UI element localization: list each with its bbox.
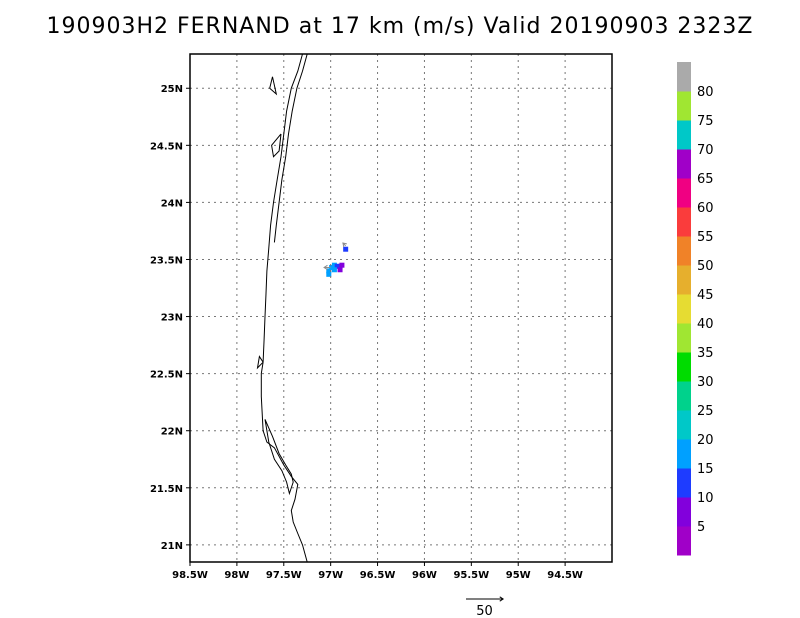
colorbar-label: 50 bbox=[697, 259, 714, 274]
lat-tick-label: 21.5N bbox=[150, 484, 183, 495]
wind-cell bbox=[329, 264, 335, 270]
coastline bbox=[271, 133, 282, 158]
lat-tick-label: 23.5N bbox=[150, 255, 183, 266]
colorbar-segment bbox=[677, 62, 691, 92]
lon-tick-label: 94.5W bbox=[547, 570, 583, 581]
wind-cell bbox=[339, 262, 345, 268]
colorbar-segment bbox=[677, 410, 691, 440]
colorbar-segment bbox=[677, 468, 691, 498]
wind-cells-layer bbox=[326, 246, 349, 277]
colorbar-segment bbox=[677, 294, 691, 324]
lon-tick-label: 97.5W bbox=[266, 570, 302, 581]
colorbar-segment bbox=[677, 91, 691, 121]
lon-tick-label: 95.5W bbox=[453, 570, 489, 581]
colorbar-segment bbox=[677, 323, 691, 353]
lat-tick-label: 22.5N bbox=[150, 370, 183, 381]
wind-cell bbox=[331, 267, 337, 273]
longitude-axis: 98.5W 98W 97.5W 97W 96.5W 96W 95.5W 95W 94.5W bbox=[172, 562, 583, 581]
lat-tick-label: 23N bbox=[161, 313, 183, 324]
colorbar-label: 80 bbox=[697, 85, 714, 100]
vector-key-label: 50 bbox=[476, 604, 493, 618]
colorbar-label: 55 bbox=[697, 230, 714, 245]
colorbar-label: 5 bbox=[697, 520, 705, 535]
wind-vector-head bbox=[323, 264, 328, 271]
wind-cell bbox=[326, 268, 332, 274]
coastline-layer bbox=[256, 54, 308, 562]
wind-cell bbox=[337, 267, 343, 273]
coastline bbox=[264, 419, 294, 496]
colorbar-label: 45 bbox=[697, 288, 714, 303]
colorbar-segment bbox=[677, 149, 691, 179]
lat-tick-label: 25N bbox=[161, 84, 183, 95]
lon-tick-label: 96W bbox=[412, 570, 437, 581]
wind-vectors-layer bbox=[323, 242, 347, 271]
colorbar-label: 70 bbox=[697, 143, 714, 158]
lon-tick-label: 98.5W bbox=[172, 570, 208, 581]
colorbar-segment bbox=[677, 236, 691, 266]
colorbar-label: 65 bbox=[697, 172, 714, 187]
grid-lines-layer bbox=[190, 54, 612, 562]
wind-cell bbox=[334, 263, 340, 269]
colorbar: 5 10 15 20 25 30 35 40 45 50 55 60 65 70 75 80 bbox=[677, 62, 714, 556]
wind-cell bbox=[343, 246, 349, 252]
colorbar-label: 60 bbox=[697, 201, 714, 216]
vector-key: 50 bbox=[466, 596, 505, 618]
wind-cell bbox=[326, 271, 332, 277]
lon-tick-label: 97W bbox=[318, 570, 343, 581]
colorbar-label: 30 bbox=[697, 375, 714, 390]
colorbar-label: 20 bbox=[697, 433, 714, 448]
vector-key-arrow-head bbox=[499, 596, 505, 602]
colorbar-segment bbox=[677, 207, 691, 237]
colorbar-segment bbox=[677, 265, 691, 295]
coastline bbox=[273, 54, 308, 243]
lat-tick-label: 24N bbox=[161, 198, 183, 209]
coastline bbox=[269, 76, 278, 96]
colorbar-segment bbox=[677, 178, 691, 208]
latitude-axis: 21N 21.5N 22N 22.5N 23N 23.5N 24N 24.5N 25N bbox=[150, 84, 190, 552]
colorbar-label: 35 bbox=[697, 346, 714, 361]
colorbar-label: 40 bbox=[697, 317, 714, 332]
wind-vector-head bbox=[342, 242, 347, 248]
colorbar-segment bbox=[677, 497, 691, 527]
colorbar-label: 15 bbox=[697, 462, 714, 477]
lat-tick-label: 22N bbox=[161, 427, 183, 438]
coastline bbox=[260, 54, 308, 562]
colorbar-segment bbox=[677, 352, 691, 382]
colorbar-segment bbox=[677, 526, 691, 556]
coastline bbox=[256, 355, 264, 370]
lat-tick-label: 21N bbox=[161, 541, 183, 552]
lon-tick-label: 98W bbox=[224, 570, 249, 581]
plot-title: 190903H2 FERNAND at 17 km (m/s) Valid 20… bbox=[46, 14, 754, 39]
lon-tick-label: 96.5W bbox=[360, 570, 396, 581]
colorbar-segment bbox=[677, 381, 691, 411]
colorbar-label: 75 bbox=[697, 114, 714, 129]
wind-cell bbox=[331, 262, 337, 268]
lat-tick-label: 24.5N bbox=[150, 141, 183, 152]
lon-tick-label: 95W bbox=[506, 570, 531, 581]
colorbar-segment bbox=[677, 439, 691, 469]
colorbar-label: 10 bbox=[697, 491, 714, 506]
colorbar-segment bbox=[677, 120, 691, 150]
colorbar-label: 25 bbox=[697, 404, 714, 419]
map-frame bbox=[189, 53, 613, 563]
